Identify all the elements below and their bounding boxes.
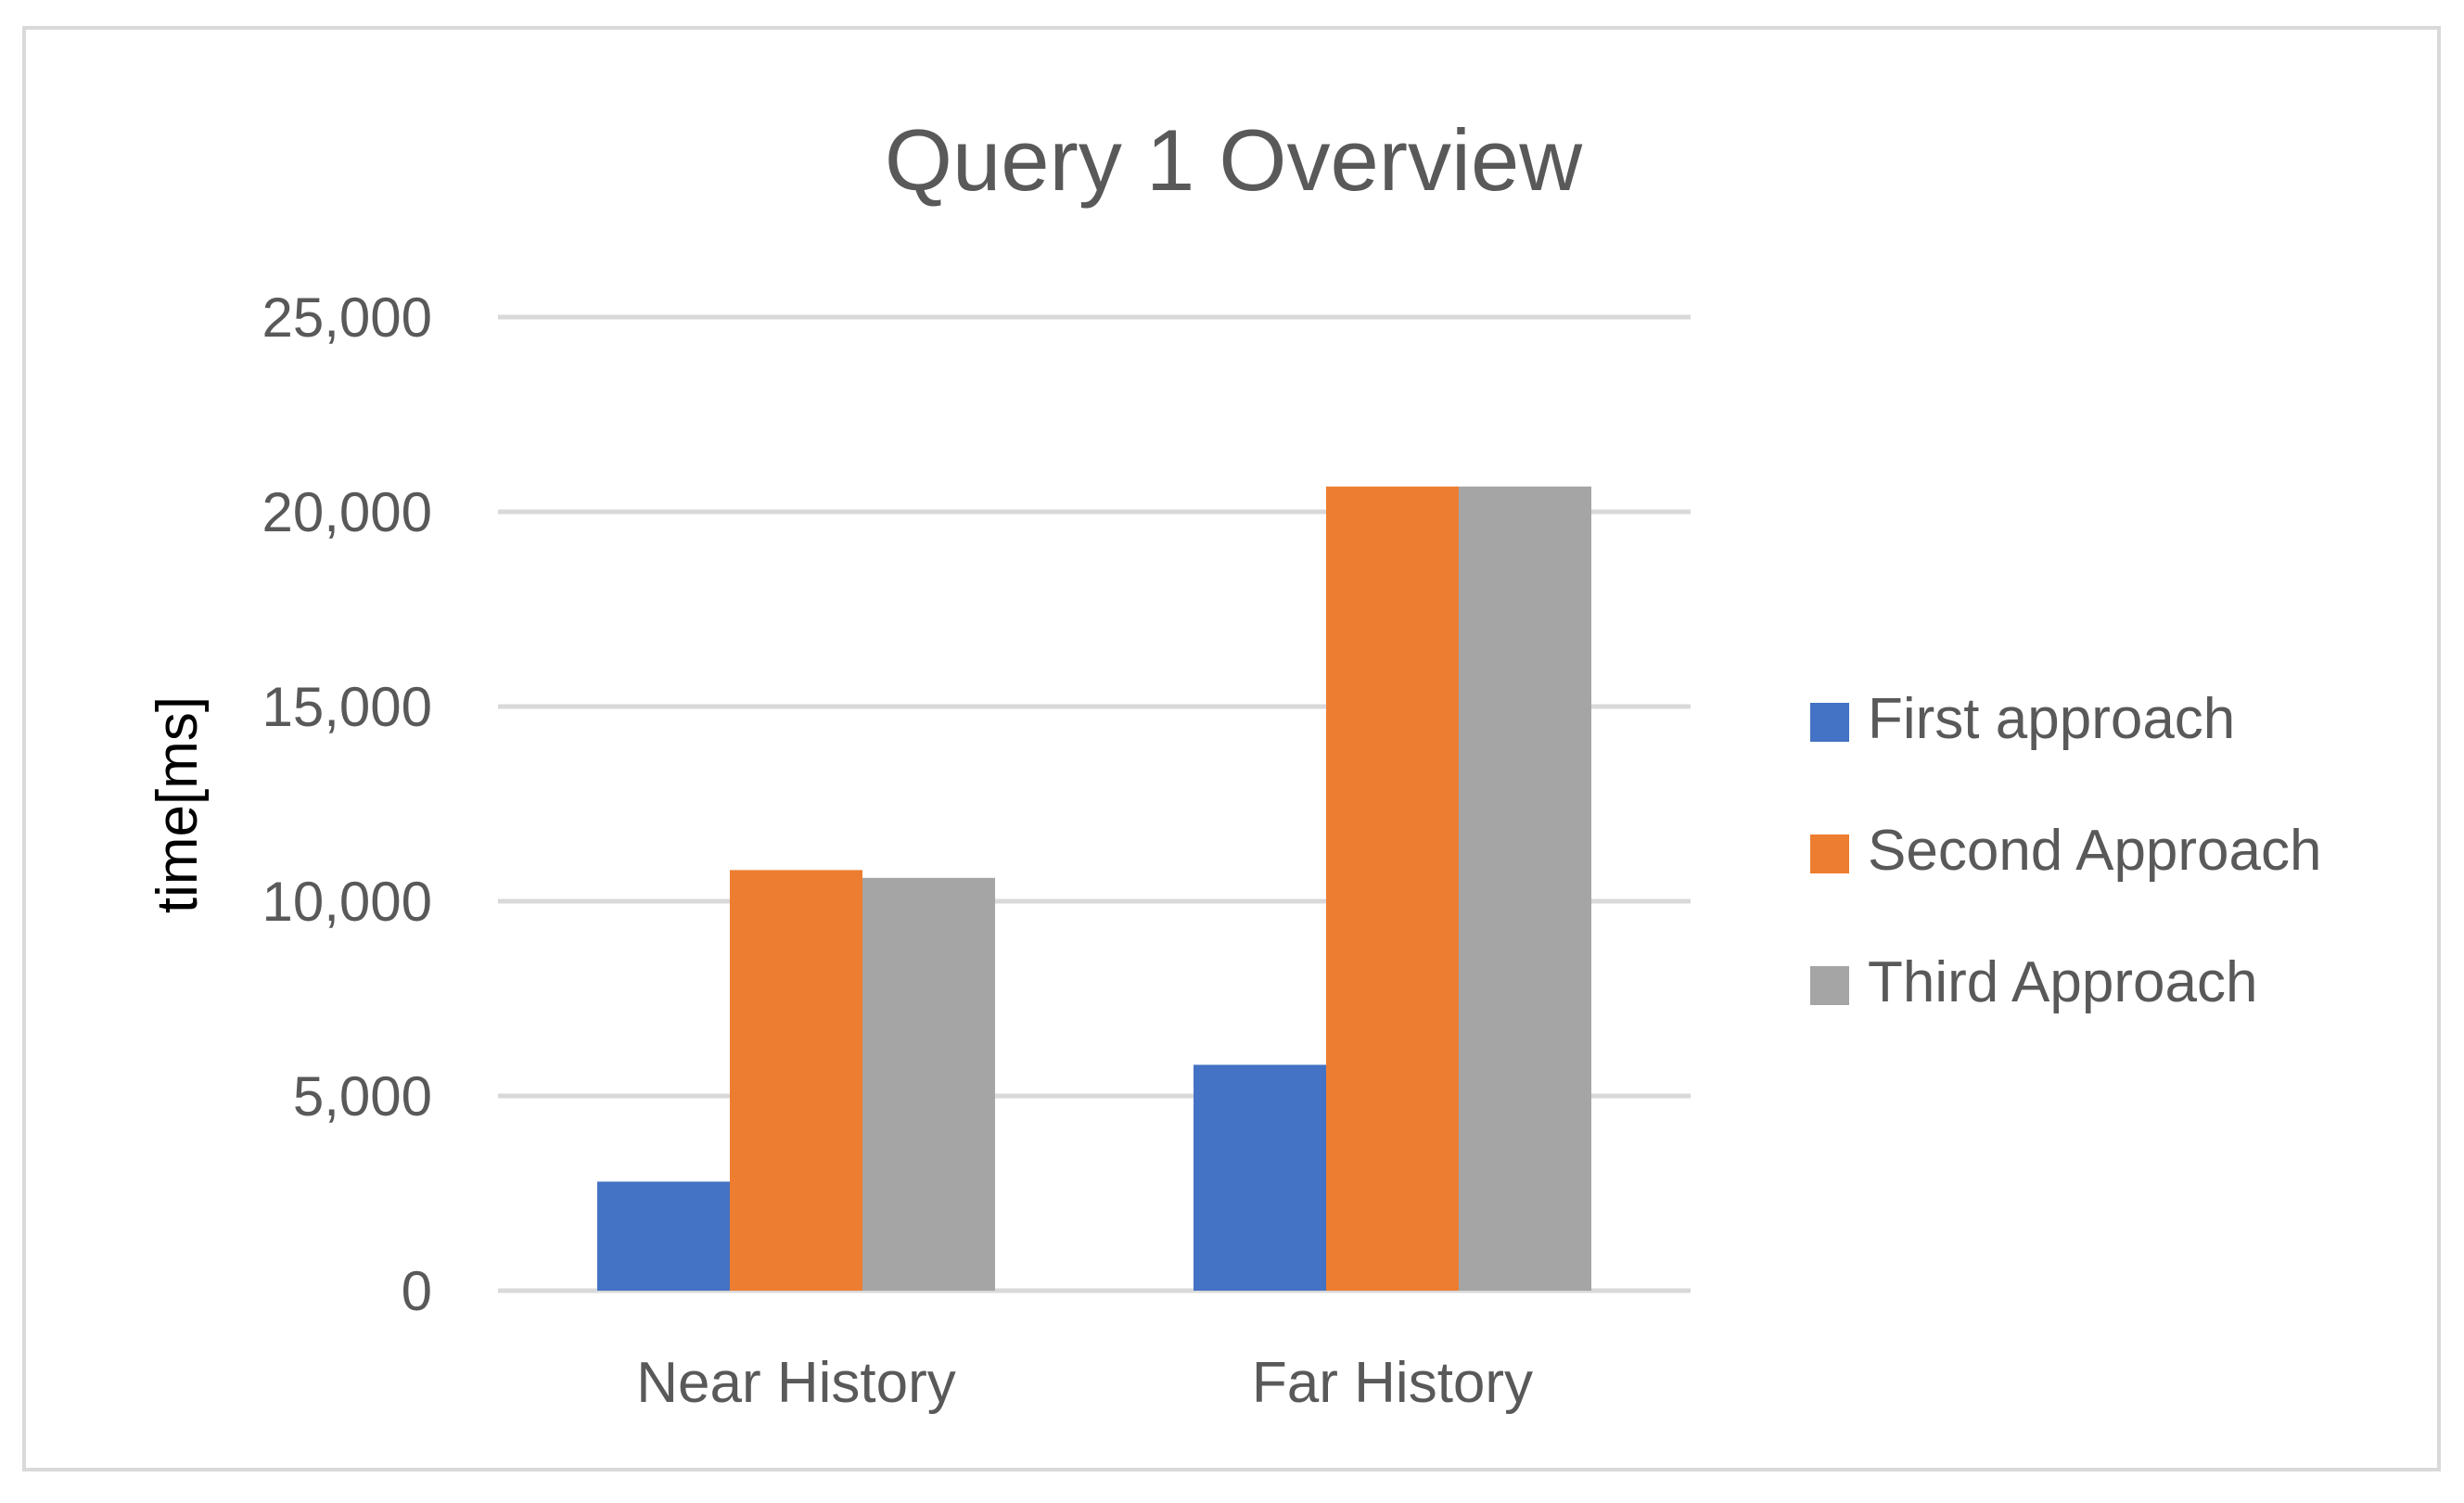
y-tick-label: 20,000 — [262, 481, 432, 543]
bar-second-approach-near-history — [730, 870, 862, 1291]
y-tick-label: 25,000 — [262, 287, 432, 349]
y-tick-label: 15,000 — [262, 676, 432, 738]
y-tick-label: 10,000 — [262, 871, 432, 933]
legend-swatch — [1810, 966, 1849, 1005]
bars — [597, 486, 1591, 1291]
y-axis-label: time[ms] — [146, 696, 210, 913]
y-tick-label: 5,000 — [293, 1065, 432, 1127]
x-category-label: Far History — [1252, 1351, 1533, 1415]
y-tick-label: 0 — [402, 1260, 432, 1322]
bar-first-approach-near-history — [597, 1181, 730, 1291]
legend-item: Second Approach — [1810, 819, 2322, 883]
chart-title: Query 1 Overview — [885, 111, 1583, 209]
bar-second-approach-far-history — [1326, 486, 1459, 1291]
x-category-label: Near History — [636, 1351, 956, 1415]
legend-label: First approach — [1868, 687, 2235, 751]
x-axis-category-labels: Near History Far History — [636, 1351, 1533, 1415]
legend-item: First approach — [1810, 687, 2235, 751]
legend-item: Third Approach — [1810, 950, 2257, 1014]
bar-third-approach-far-history — [1459, 486, 1591, 1291]
y-axis-tick-labels: 0 5,000 10,000 15,000 20,000 25,000 — [262, 287, 432, 1322]
bar-first-approach-far-history — [1194, 1064, 1326, 1291]
legend: First approach Second Approach Third Appro… — [1810, 687, 2322, 1014]
bar-third-approach-near-history — [862, 877, 995, 1291]
legend-swatch — [1810, 703, 1849, 742]
legend-label: Second Approach — [1868, 819, 2322, 883]
legend-swatch — [1810, 834, 1849, 873]
legend-label: Third Approach — [1868, 950, 2257, 1014]
